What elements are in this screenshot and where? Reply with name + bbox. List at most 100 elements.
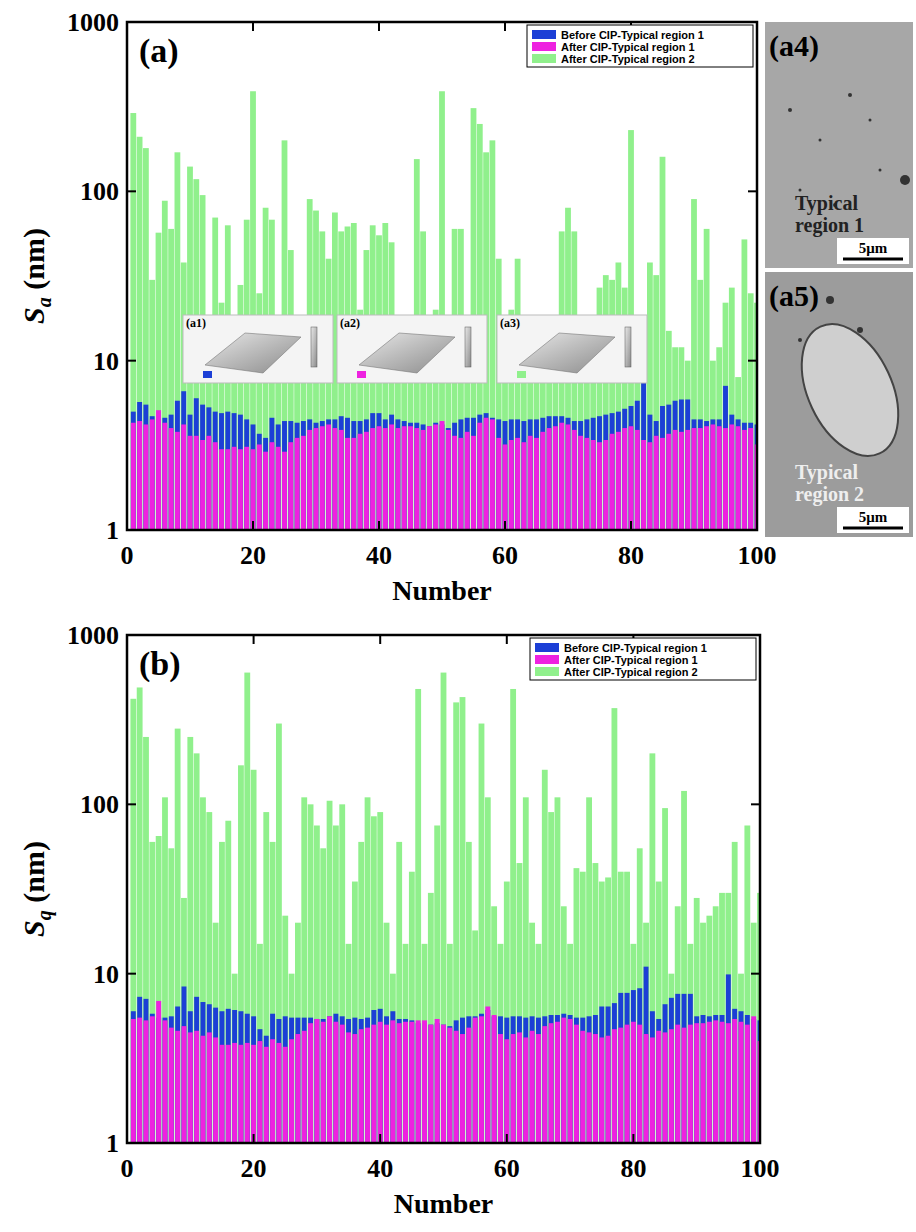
bar bbox=[603, 275, 609, 530]
bar bbox=[491, 906, 497, 1143]
chart-panel: 1101001000020406080100NumberSa (nm)(a)Be… bbox=[17, 8, 777, 606]
bar bbox=[498, 944, 504, 1143]
bar bbox=[213, 923, 219, 1143]
bar bbox=[498, 1016, 503, 1143]
bar bbox=[710, 361, 716, 530]
bar bbox=[654, 421, 659, 530]
x-tick-label: 100 bbox=[741, 1154, 780, 1183]
bar bbox=[289, 1018, 294, 1143]
bar bbox=[194, 436, 199, 530]
bar bbox=[530, 1016, 535, 1143]
bar bbox=[672, 347, 678, 530]
bar bbox=[574, 868, 580, 1143]
bar bbox=[213, 1037, 218, 1143]
panel-label: (b) bbox=[139, 645, 181, 683]
bar bbox=[365, 797, 371, 1143]
x-tick bbox=[252, 521, 254, 530]
bar bbox=[666, 405, 671, 530]
bar bbox=[182, 1026, 187, 1143]
bar bbox=[720, 1015, 725, 1143]
bar bbox=[597, 442, 602, 530]
bar bbox=[257, 1041, 262, 1143]
speck bbox=[826, 296, 834, 304]
bar bbox=[434, 825, 440, 1143]
bar bbox=[625, 993, 630, 1143]
legend-label: Before CIP-Typical region 1 bbox=[564, 642, 707, 654]
micrograph-label: (a4) bbox=[769, 29, 819, 63]
bar bbox=[276, 447, 281, 530]
y-tick-label: 1000 bbox=[67, 621, 119, 650]
bar bbox=[578, 421, 583, 530]
bar bbox=[308, 1018, 313, 1143]
bar bbox=[694, 1016, 699, 1143]
bar bbox=[717, 426, 722, 530]
bar bbox=[509, 440, 514, 530]
bar bbox=[745, 1015, 750, 1143]
bar bbox=[389, 242, 395, 530]
bar bbox=[365, 1018, 370, 1143]
bar bbox=[294, 361, 300, 530]
legend-box bbox=[530, 638, 756, 680]
bar bbox=[452, 436, 457, 530]
bar bbox=[540, 432, 545, 530]
bar bbox=[625, 1025, 630, 1143]
bar bbox=[156, 233, 162, 530]
bar bbox=[257, 1029, 262, 1143]
bar bbox=[688, 1025, 693, 1143]
bar bbox=[206, 407, 211, 530]
bar bbox=[511, 1016, 516, 1143]
x-tick bbox=[378, 521, 380, 530]
bar bbox=[528, 419, 533, 530]
bar bbox=[352, 1034, 357, 1143]
scale-bar-label: 5μm bbox=[859, 240, 888, 256]
bar bbox=[364, 432, 369, 530]
bar bbox=[447, 1028, 452, 1143]
bar bbox=[611, 708, 617, 1143]
speck bbox=[798, 338, 802, 342]
bar bbox=[314, 428, 319, 530]
bar bbox=[726, 974, 731, 1143]
bar bbox=[710, 424, 715, 530]
bar bbox=[401, 361, 407, 530]
bar bbox=[635, 401, 640, 530]
bar bbox=[477, 423, 482, 530]
bar bbox=[251, 770, 257, 1143]
y-tick-label: 10 bbox=[93, 347, 119, 376]
inset-label: (a1) bbox=[186, 316, 206, 330]
bar bbox=[206, 361, 212, 530]
bar bbox=[660, 157, 666, 530]
bar bbox=[270, 1014, 275, 1143]
bar bbox=[751, 1016, 756, 1143]
bar bbox=[679, 432, 684, 530]
bar bbox=[685, 399, 690, 530]
bar bbox=[187, 737, 193, 1143]
bar bbox=[637, 1025, 642, 1143]
bar bbox=[346, 1019, 351, 1143]
micrograph-label: (a5) bbox=[769, 279, 819, 313]
bar bbox=[251, 424, 256, 530]
bar bbox=[150, 419, 155, 530]
bar bbox=[390, 1020, 395, 1143]
bar bbox=[269, 418, 274, 530]
y-axis-title-part: a bbox=[33, 297, 55, 307]
x-tick bbox=[126, 1134, 128, 1143]
bar bbox=[725, 893, 731, 1143]
bar bbox=[618, 993, 623, 1143]
bar bbox=[371, 1025, 376, 1143]
bar bbox=[415, 689, 421, 1143]
bar bbox=[188, 1011, 193, 1143]
bar bbox=[471, 418, 476, 530]
bar bbox=[679, 347, 685, 530]
bar bbox=[510, 689, 516, 1143]
bar bbox=[515, 419, 520, 530]
bar bbox=[232, 447, 237, 530]
bar bbox=[162, 418, 167, 530]
bar bbox=[225, 412, 230, 530]
bar bbox=[682, 994, 687, 1143]
bar bbox=[181, 898, 187, 1143]
x-tick-label: 0 bbox=[121, 1154, 134, 1183]
bar bbox=[534, 361, 540, 530]
bar bbox=[445, 361, 451, 530]
bar bbox=[549, 1023, 554, 1143]
bar bbox=[288, 442, 293, 530]
